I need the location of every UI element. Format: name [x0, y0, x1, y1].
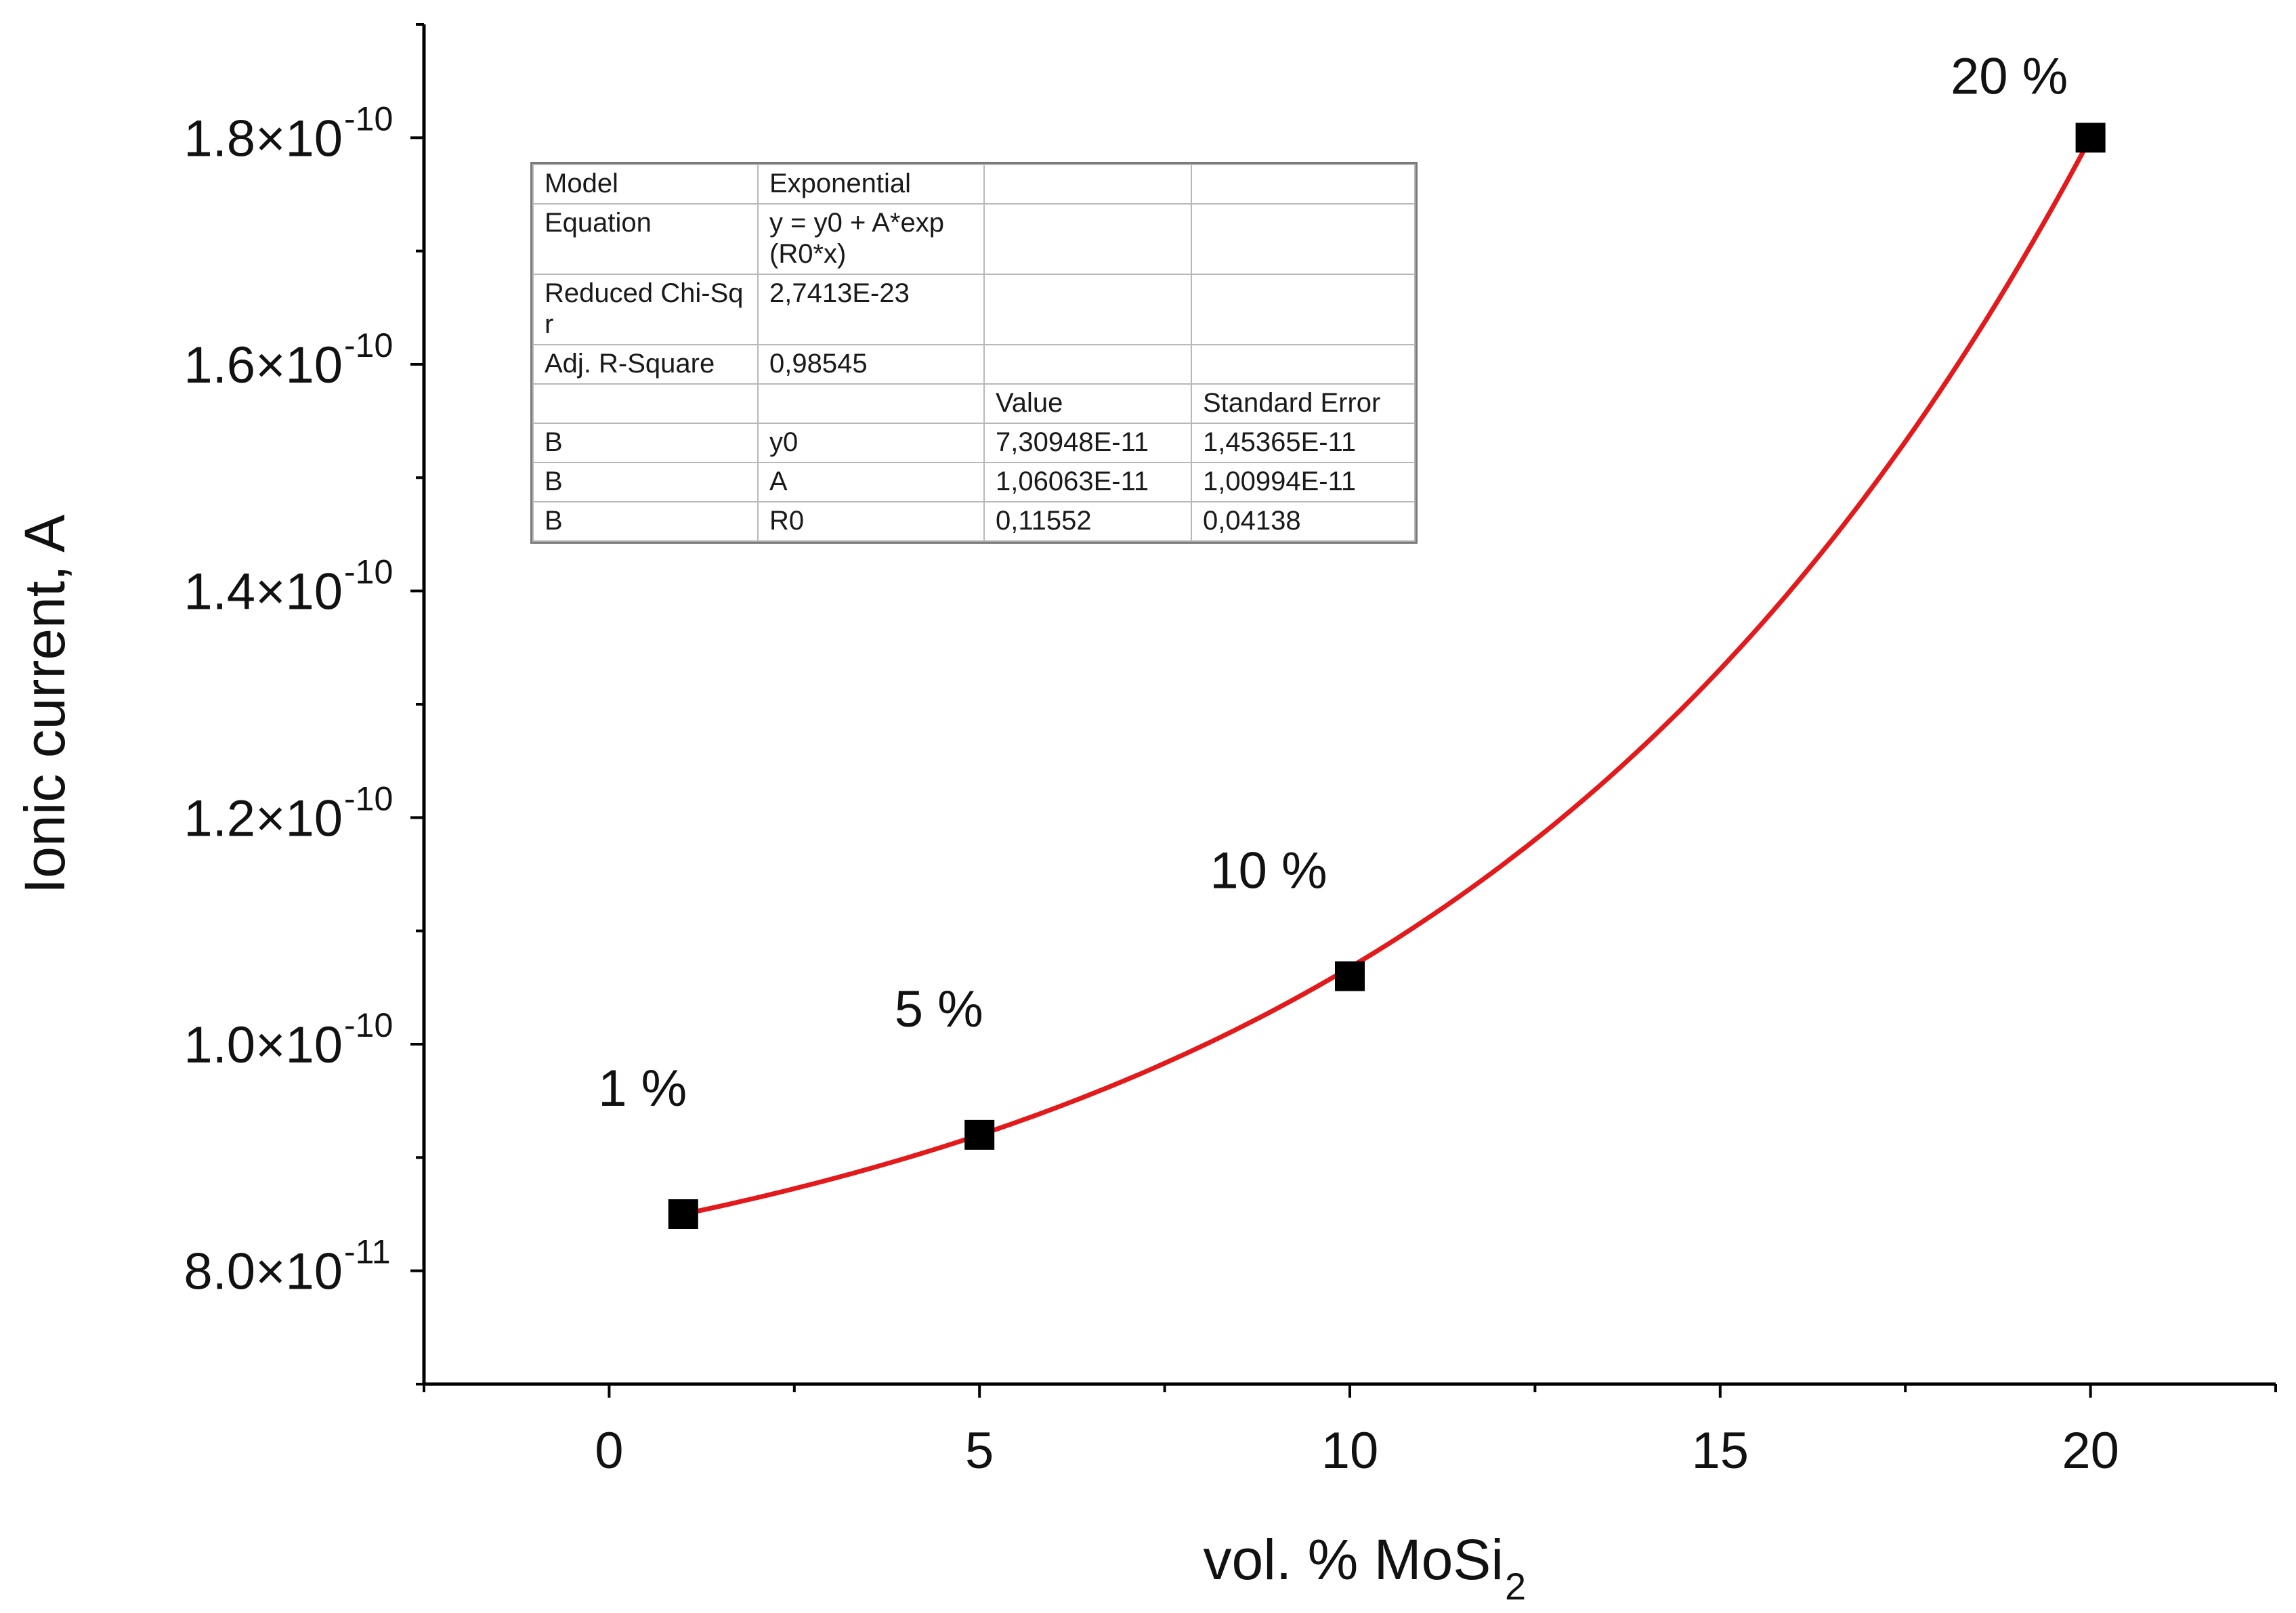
fit-table-row: Adj. R-Square 0,98545	[532, 344, 1416, 385]
y-tick-label: 1.4×10 -10	[184, 553, 393, 621]
data-point-label: 20 %	[1951, 47, 2068, 105]
fit-table-row: B A 1,06063E-11 1,00994E-11	[532, 462, 1416, 502]
fit-curve-layer	[683, 136, 2093, 1217]
fit-table-cell: Value	[983, 383, 1192, 424]
data-points	[668, 123, 2106, 1229]
fit-table-row: Equation y = y0 + A*exp(R0*x)	[532, 203, 1416, 275]
x-tick-label: 20	[2062, 1422, 2119, 1480]
y-tick-exponent: -10	[344, 100, 393, 137]
y-tick-mantissa: 1.2×10	[184, 790, 343, 847]
y-tick-exponent: -10	[344, 326, 393, 364]
fit-table-cell: Exponential	[757, 164, 985, 205]
data-point-label: 5 %	[895, 981, 983, 1038]
fit-curve	[683, 136, 2093, 1217]
fit-table-cell	[532, 383, 759, 424]
fit-table-cell	[1191, 164, 1416, 205]
fit-table-cell	[983, 344, 1192, 385]
fit-table-cell: 0,04138	[1191, 501, 1416, 542]
fit-table-cell: B	[532, 501, 759, 542]
x-axis-title: vol. % MoSi 2	[1204, 1528, 1527, 1608]
x-axis-title-subscript: 2	[1505, 1565, 1526, 1608]
data-point	[668, 1199, 698, 1229]
fit-table-cell: 0,11552	[983, 501, 1192, 542]
y-tick-label: 8.0×10 -11	[184, 1233, 390, 1301]
fit-table-cell: 7,30948E-11	[983, 423, 1192, 463]
fit-table-cell: A	[757, 462, 985, 502]
data-point	[2075, 123, 2106, 153]
x-axis-title-text: vol. % MoSi	[1204, 1528, 1504, 1591]
fit-table-cell: Adj. R-Square	[532, 344, 759, 385]
y-tick-mantissa: 1.8×10	[184, 110, 343, 167]
fit-table-cell: y = y0 + A*exp(R0*x)	[757, 203, 985, 275]
fit-table-cell: 1,00994E-11	[1191, 462, 1416, 502]
y-tick-mantissa: 1.0×10	[184, 1016, 343, 1074]
y-tick-mantissa: 1.4×10	[184, 563, 343, 621]
y-tick-exponent: -10	[344, 553, 393, 591]
fit-table-cell	[1191, 203, 1416, 275]
x-tick-label: 5	[965, 1422, 994, 1480]
y-tick-label: 1.6×10 -10	[184, 326, 393, 394]
x-tick-label: 0	[595, 1422, 623, 1480]
data-point-label: 1 %	[598, 1060, 687, 1117]
y-tick-mantissa: 8.0×10	[184, 1243, 343, 1301]
fit-table-cell	[1191, 344, 1416, 385]
data-point-label: 10 %	[1210, 842, 1327, 900]
fit-table-cell: B	[532, 423, 759, 463]
data-point	[1335, 961, 1365, 991]
fit-table-row: Reduced Chi-Sqr 2,7413E-23	[532, 274, 1416, 345]
fit-table-cell: Reduced Chi-Sqr	[532, 274, 759, 345]
fit-table-cell: R0	[757, 501, 985, 542]
fit-table-cell: Model	[532, 164, 759, 205]
fit-table-cell: 1,06063E-11	[983, 462, 1192, 502]
fit-table-row: B R0 0,11552 0,04138	[532, 501, 1416, 542]
fit-table-cell: 2,7413E-23	[757, 274, 985, 345]
fit-results-table: Model Exponential Equation y = y0 + A*exp(R…	[530, 162, 1418, 544]
y-tick-exponent: -10	[344, 1006, 393, 1044]
y-tick-exponent: -10	[344, 779, 393, 817]
fit-table-cell: Standard Error	[1191, 383, 1416, 424]
y-tick-label: 1.2×10 -10	[184, 779, 393, 847]
y-tick-label: 1.0×10 -10	[184, 1006, 393, 1074]
x-tick-label: 10	[1321, 1422, 1379, 1480]
ticks	[410, 23, 2277, 1398]
fit-table-row: Value Standard Error	[532, 383, 1416, 424]
data-point	[964, 1119, 995, 1150]
fit-table-cell	[983, 274, 1192, 345]
y-tick-exponent: -11	[344, 1233, 391, 1271]
fit-table-cell: 0,98545	[757, 344, 985, 385]
fit-table-cell: B	[532, 462, 759, 502]
text-labels: 0 5 10 15 208.0×10 -111.0×10 -101.2×10 -101.4×1…	[13, 47, 2119, 1608]
y-tick-label: 1.8×10 -10	[184, 100, 393, 167]
fit-table-cell	[1191, 274, 1416, 345]
fit-table-row: Model Exponential	[532, 164, 1416, 205]
fit-table-cell	[983, 164, 1192, 205]
fit-table-cell	[757, 383, 985, 424]
fit-table-cell: 1,45365E-11	[1191, 423, 1416, 463]
x-tick-label: 15	[1692, 1422, 1749, 1480]
fit-table-cell: y0	[757, 423, 985, 463]
y-axis-title: Ionic current, A	[13, 515, 77, 894]
fit-table-cell	[983, 203, 1192, 275]
y-tick-mantissa: 1.6×10	[184, 337, 343, 394]
fit-table-cell: Equation	[532, 203, 759, 275]
